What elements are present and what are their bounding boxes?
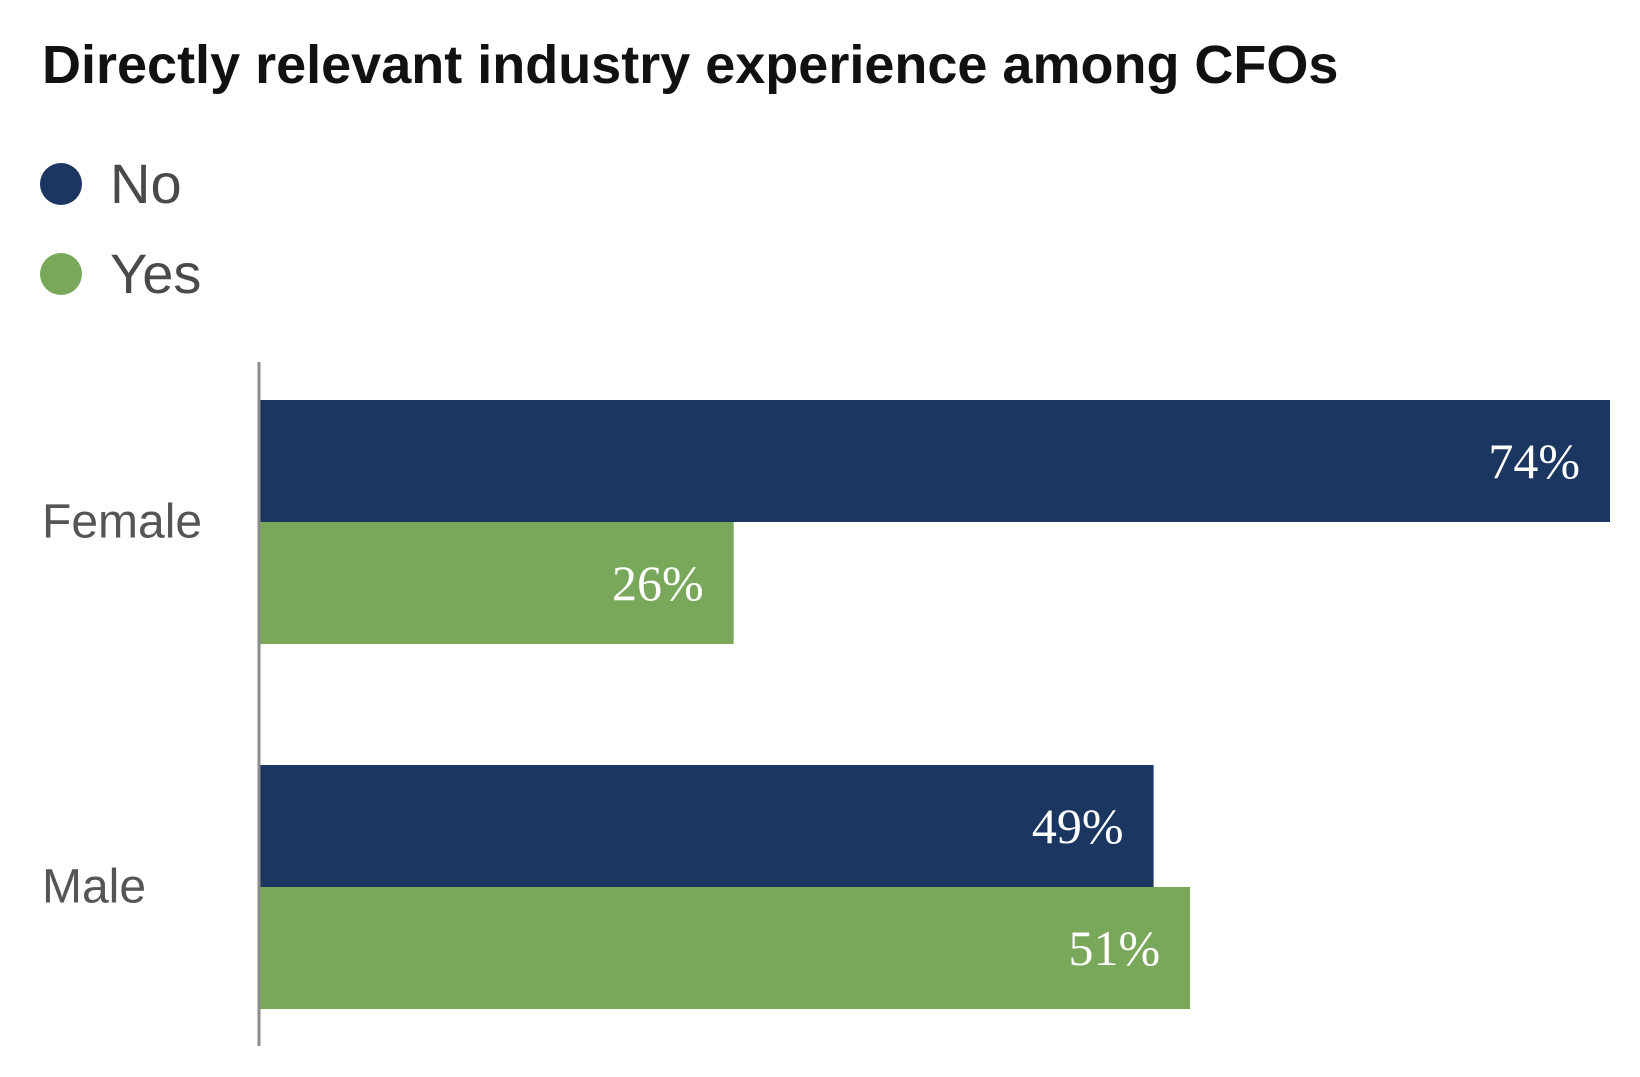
bar-female-no xyxy=(259,400,1610,522)
data-label-female-yes: 26% xyxy=(612,555,704,611)
data-label-female-no: 74% xyxy=(1488,433,1580,489)
data-label-male-no: 49% xyxy=(1032,798,1124,854)
legend-label-yes: Yes xyxy=(110,242,202,305)
category-label-male: Male xyxy=(42,861,146,914)
data-label-male-yes: 51% xyxy=(1068,920,1160,976)
legend-swatch-no xyxy=(40,163,82,205)
chart-title: Directly relevant industry experience am… xyxy=(42,35,1339,95)
bar-male-yes xyxy=(259,887,1191,1009)
bar-female-yes xyxy=(259,522,734,644)
legend-swatch-yes xyxy=(40,253,82,295)
legend-label-no: No xyxy=(110,152,182,215)
bar-male-no xyxy=(259,765,1154,887)
category-label-female: Female xyxy=(42,496,202,549)
